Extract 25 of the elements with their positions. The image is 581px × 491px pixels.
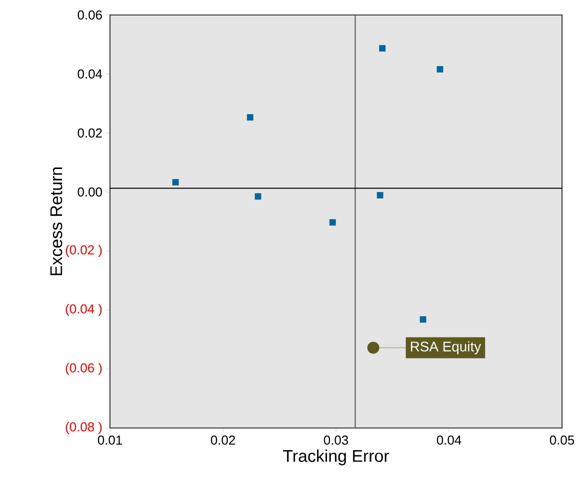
y-tick-label: 0.06 xyxy=(78,10,102,20)
point xyxy=(329,219,336,226)
x-tick-label: 0.01 xyxy=(98,436,122,445)
x-tick-label: 0.02 xyxy=(210,436,235,445)
y-tick-label: 0.04 xyxy=(78,69,102,79)
point xyxy=(376,192,384,198)
y-tick-label: (0.02 ) xyxy=(66,244,102,258)
y-tick-label: (0.06 ) xyxy=(66,362,102,376)
x-tick-label: 0.05 xyxy=(550,436,574,445)
point xyxy=(436,66,444,72)
x-tick-label: 0.04 xyxy=(436,436,462,445)
x-axis-title: Tracking Error xyxy=(283,450,390,466)
point xyxy=(246,114,254,121)
x-tick-label: 0.03 xyxy=(324,436,348,445)
y-axis-title: Excess Return xyxy=(50,168,62,276)
text: RSA Equity xyxy=(410,341,482,354)
point xyxy=(379,45,386,52)
point xyxy=(367,342,380,354)
y-tick-label: 0.00 xyxy=(78,187,102,197)
point xyxy=(172,179,179,186)
y-tick-label: 0.02 xyxy=(78,128,102,138)
point xyxy=(420,316,426,323)
y-tick-label: (0.04 ) xyxy=(66,304,102,316)
y-tick-label: (0.08 ) xyxy=(66,422,102,434)
point xyxy=(254,193,262,200)
